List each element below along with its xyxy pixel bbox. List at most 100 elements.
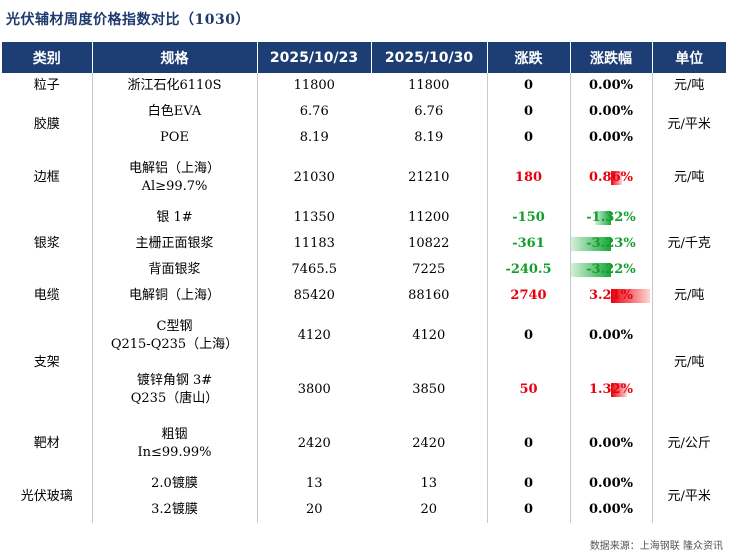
pct-data-bar-negative [594, 211, 611, 225]
curr-price: 88160 [371, 283, 488, 309]
spec-cell: 银 1# [92, 205, 258, 231]
table-row: 胶膜 白色EVA 6.76 6.76 0 0.00% 元/平米 [2, 99, 726, 151]
pct-cell: 1.32% [570, 363, 653, 417]
pct-cell-content: 0.00% [571, 435, 652, 453]
pct-cell: 0.00% [570, 471, 653, 497]
col-header-unit: 单位 [652, 42, 726, 73]
pct-cell-content: 0.00% [571, 129, 652, 147]
pct-cell: -3.23% [570, 231, 653, 257]
change-value: -361 [487, 231, 571, 257]
spec-cell: 2.0镀膜 [92, 471, 258, 497]
spec-line-2: In≤99.99% [137, 445, 212, 460]
pct-cell: 0.00% [570, 125, 653, 151]
change-value: 0 [487, 73, 571, 99]
page-title: 光伏辅材周度价格指数对比（1030） [6, 12, 250, 28]
change-value: 0 [487, 471, 571, 497]
pct-data-bar-negative [571, 263, 611, 277]
spec-cell: 主栅正面银浆 [92, 231, 258, 257]
table-row: 粒子 浙江石化6110S 11800 11800 0 0.00% 元/吨 [2, 73, 726, 99]
curr-price: 2420 [371, 417, 488, 471]
prev-price: 20 [305, 502, 323, 517]
curr-price: 21210 [371, 151, 488, 205]
pct-data-bar-negative [571, 237, 611, 251]
category-film: 胶膜 [2, 99, 93, 151]
pct-cell-content: 0.86% [571, 169, 652, 187]
spec-line-1: 电解铝（上海） [128, 161, 220, 176]
curr-price: 4120 [371, 309, 488, 363]
curr-price: 3850 [371, 363, 488, 417]
table-row: 镀锌角钢 3# Q235（唐山） 3800 3850 50 1.32% [2, 363, 726, 417]
pct-cell-content: 0.00% [571, 103, 652, 121]
pct-cell-content: 0.00% [571, 475, 652, 493]
prev-price: 2420 [297, 436, 331, 451]
spec-line-2: Q235（唐山） [130, 391, 219, 406]
unit-ton: 元/吨 [674, 355, 705, 370]
pct-value: -1.32% [586, 210, 636, 225]
change-value: 0 [487, 417, 571, 471]
pct-cell-content: -3.22% [571, 261, 652, 279]
col-header-curr-date: 2025/10/30 [371, 42, 488, 73]
pct-cell: 0.00% [570, 497, 653, 523]
unit-kg: 元/千克 [667, 236, 711, 251]
prev-price: 13 [305, 476, 323, 491]
prev-price: 6.76 [299, 104, 329, 119]
pct-value: 0.00% [588, 476, 633, 491]
curr-price: 7225 [371, 257, 488, 283]
pct-cell-content: 3.21% [571, 287, 652, 305]
pct-value: 0.00% [588, 78, 633, 93]
table-row: 电缆 电解铜（上海） 85420 88160 2740 3.21% 元/吨 [2, 283, 726, 309]
pct-value: 0.00% [588, 104, 633, 119]
category-target: 靶材 [2, 417, 93, 471]
pct-value: 0.00% [588, 436, 633, 451]
pct-value: 0.00% [588, 328, 633, 343]
curr-price: 11200 [371, 205, 488, 231]
pct-data-bar-positive [611, 383, 628, 397]
category-cable: 电缆 [2, 283, 93, 309]
pct-value: 1.32% [588, 382, 633, 397]
pct-cell-content: 0.00% [571, 501, 652, 519]
pct-value: 0.00% [588, 502, 633, 517]
col-header-spec: 规格 [92, 42, 258, 73]
unit-sqm: 元/平米 [667, 117, 711, 132]
curr-price: 11800 [371, 73, 488, 99]
pct-cell: 0.00% [570, 99, 653, 125]
table-header-row: 类别 规格 2025/10/23 2025/10/30 涨跌 涨跌幅 单位 [2, 42, 726, 73]
table-row: 背面银浆 7465.5 7225 -240.5 -3.22% [2, 257, 726, 283]
spec-line-1: C型钢 [156, 319, 193, 334]
spec-line-1: 镀锌角钢 3# [136, 373, 213, 388]
category-bracket: 支架 [2, 309, 93, 417]
prev-price: 4120 [297, 328, 331, 343]
curr-price: 20 [371, 497, 488, 523]
table-row: 支架 C型钢 Q215-Q235（上海） 4120 4120 0 0.00% 元… [2, 309, 726, 417]
curr-price: 10822 [371, 231, 488, 257]
spec-cell: 白色EVA [92, 99, 258, 125]
prev-price: 7465.5 [291, 262, 338, 277]
spec-line-2: Al≥99.7% [141, 179, 208, 194]
category-paste: 银浆 [2, 205, 93, 283]
prev-price: 85420 [293, 288, 335, 303]
pct-cell-content: -3.23% [571, 235, 652, 253]
pct-cell-content: 0.00% [571, 327, 652, 345]
col-header-change: 涨跌 [487, 42, 571, 73]
change-value: 0 [487, 99, 571, 125]
pct-value: -3.23% [586, 236, 636, 251]
spec-cell: 浙江石化6110S [92, 73, 258, 99]
change-value: -150 [487, 205, 571, 231]
pct-cell: -3.22% [570, 257, 653, 283]
unit-ton: 元/吨 [674, 78, 705, 93]
unit-ton: 元/吨 [674, 288, 705, 303]
pct-cell: -1.32% [570, 205, 653, 231]
category-frame: 边框 [2, 151, 93, 205]
table-row: 光伏玻璃 2.0镀膜 13 13 0 0.00% 元/平米 [2, 471, 726, 523]
category-particle: 粒子 [2, 73, 93, 99]
spec-cell: 背面银浆 [92, 257, 258, 283]
pct-cell: 0.86% [570, 151, 653, 205]
pct-value: 3.21% [588, 288, 633, 303]
change-value: 2740 [487, 283, 571, 309]
spec-cell: 镀锌角钢 3# Q235（唐山） [92, 363, 258, 417]
change-value: 50 [487, 363, 571, 417]
table-row: POE 8.19 8.19 0 0.00% [2, 125, 726, 151]
table-row: 主栅正面银浆 11183 10822 -361 -3.23% [2, 231, 726, 257]
pct-cell-content: 1.32% [571, 381, 652, 399]
pct-data-bar-positive [611, 289, 651, 303]
